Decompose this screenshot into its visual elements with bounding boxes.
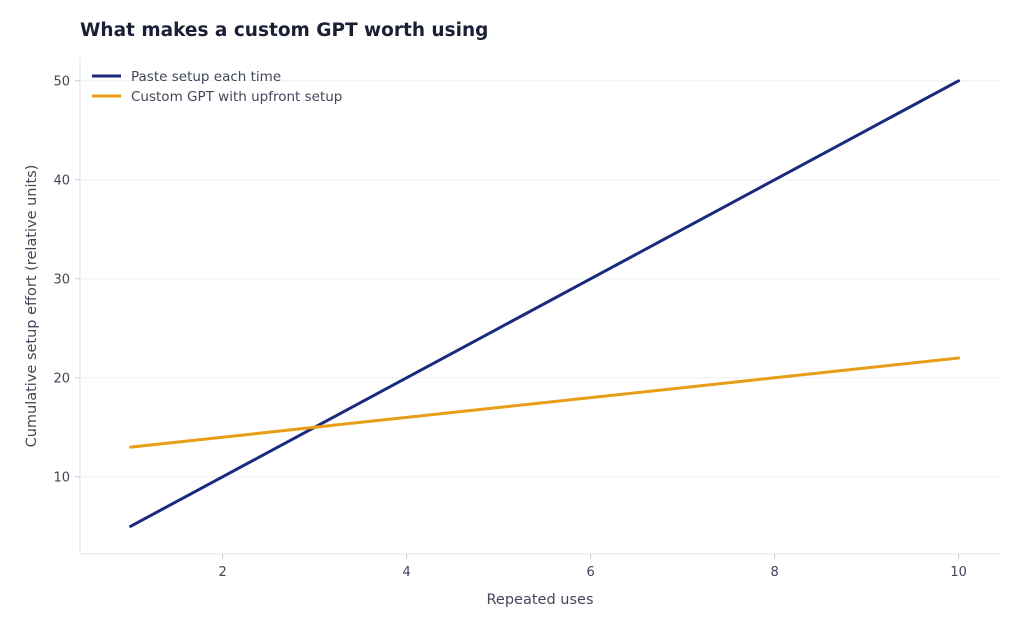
series-lines xyxy=(129,79,961,528)
y-tick-label: 50 xyxy=(53,74,70,89)
x-tick-label: 2 xyxy=(218,565,226,580)
y-tick-labels: 10 20 30 40 50 xyxy=(53,74,80,485)
legend: Paste setup each time Custom GPT with upf… xyxy=(92,69,342,105)
x-tick-labels: 2 4 6 8 10 xyxy=(218,554,967,580)
axes xyxy=(79,57,1000,555)
x-axis-label: Repeated uses xyxy=(487,592,594,608)
x-tick-label: 4 xyxy=(402,565,410,580)
chart-title: What makes a custom GPT worth using xyxy=(80,20,489,41)
gridlines xyxy=(80,80,1000,478)
y-tick-label: 10 xyxy=(53,470,70,485)
legend-label-2: Custom GPT with upfront setup xyxy=(131,89,342,105)
legend-label-1: Paste setup each time xyxy=(131,69,281,85)
y-axis-label: Cumulative setup effort (relative units) xyxy=(24,165,40,448)
series-line-1 xyxy=(129,79,961,528)
y-tick-label: 30 xyxy=(53,272,70,287)
x-tick-label: 10 xyxy=(950,565,967,580)
series-line-2 xyxy=(129,356,961,449)
x-tick-label: 6 xyxy=(586,565,594,580)
y-tick-label: 20 xyxy=(53,371,70,386)
x-tick-label: 8 xyxy=(770,565,778,580)
y-tick-label: 40 xyxy=(53,173,70,188)
